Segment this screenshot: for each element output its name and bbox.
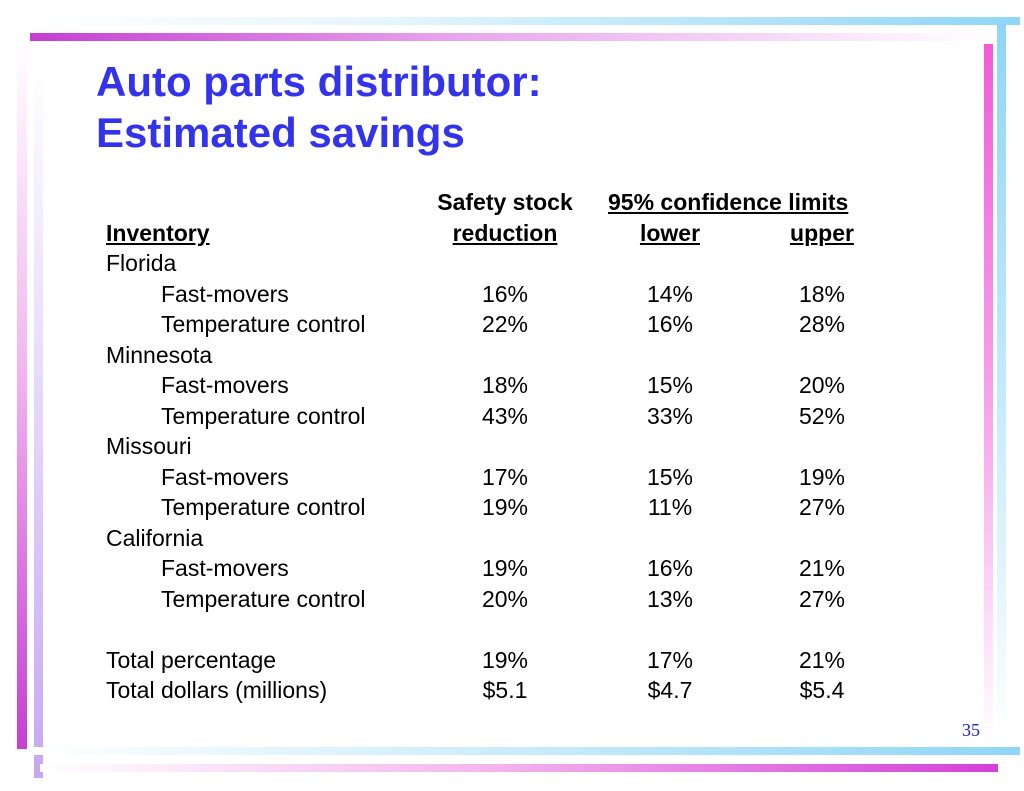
header-lower: lower <box>639 220 701 246</box>
decorative-bar-right-magenta <box>984 44 993 744</box>
decorative-bar-left-lavender <box>34 60 43 778</box>
group-label: Minnesota <box>106 341 213 368</box>
cell-reduction: 43% <box>481 402 529 429</box>
cell-reduction: 16% <box>481 280 529 307</box>
cell-reduction: $5.1 <box>482 677 528 703</box>
cell-upper: 27% <box>798 494 846 520</box>
page-number: 35 <box>962 720 980 740</box>
slide-title: Auto parts distributor: Estimated saving… <box>96 56 542 158</box>
cell-reduction: 22% <box>481 311 529 337</box>
cell-upper: 18% <box>798 280 846 307</box>
row-label: Temperature control <box>161 402 366 429</box>
cell-lower: 17% <box>646 646 694 673</box>
decorative-bar-top-magenta <box>30 33 990 41</box>
cell-upper: 27% <box>798 585 846 612</box>
cell-reduction: 19% <box>481 646 529 673</box>
slide-title-line1: Auto parts distributor: <box>96 58 542 105</box>
cell-upper: 19% <box>798 463 846 490</box>
decorative-bar-top-cyan <box>30 17 1020 25</box>
slide-title-line2: Estimated savings <box>96 109 465 156</box>
cell-lower: 15% <box>646 463 694 490</box>
cell-reduction: 20% <box>481 585 529 612</box>
header-inventory: Inventory <box>106 220 210 246</box>
total-label: Total percentage <box>106 646 277 673</box>
header-safety-stock: Safety stock <box>437 189 573 215</box>
cell-upper: 52% <box>798 402 846 429</box>
cell-lower: 14% <box>646 280 694 307</box>
cell-lower: 16% <box>646 311 694 337</box>
group-label: California <box>106 524 204 551</box>
row-label: Temperature control <box>161 585 366 612</box>
row-label: Fast-movers <box>161 372 289 398</box>
decorative-bar-bottom-magenta <box>40 764 998 772</box>
group-label: Florida <box>106 250 177 276</box>
group-label: Missouri <box>106 433 192 459</box>
row-label: Fast-movers <box>161 555 289 581</box>
cell-upper: 20% <box>798 372 846 398</box>
cell-lower: 15% <box>646 372 694 398</box>
cell-reduction: 18% <box>481 372 529 398</box>
decorative-bar-bottom-cyan <box>30 747 1020 755</box>
cell-lower: 16% <box>646 555 694 581</box>
decorative-bar-right-cyan <box>997 24 1006 744</box>
row-label: Fast-movers <box>161 463 289 490</box>
header-upper: upper <box>790 220 854 246</box>
cell-reduction: 19% <box>481 494 529 520</box>
row-label: Temperature control <box>161 494 366 520</box>
cell-reduction: 19% <box>481 555 529 581</box>
cell-upper: $5.4 <box>799 677 845 703</box>
row-label: Fast-movers <box>161 280 289 307</box>
cell-lower: 11% <box>647 494 693 520</box>
cell-lower: $4.7 <box>647 677 693 703</box>
cell-upper: 21% <box>798 646 846 673</box>
total-label: Total dollars (millions) <box>106 677 328 703</box>
cell-lower: 33% <box>646 402 694 429</box>
row-label: Temperature control <box>161 311 366 337</box>
cell-lower: 13% <box>646 585 694 612</box>
header-confidence-limits: 95% confidence limits <box>608 189 849 215</box>
cell-upper: 28% <box>798 311 846 337</box>
cell-upper: 21% <box>798 555 846 581</box>
cell-reduction: 17% <box>481 463 529 490</box>
header-reduction: reduction <box>452 220 558 246</box>
decorative-bar-left-magenta <box>17 44 27 749</box>
